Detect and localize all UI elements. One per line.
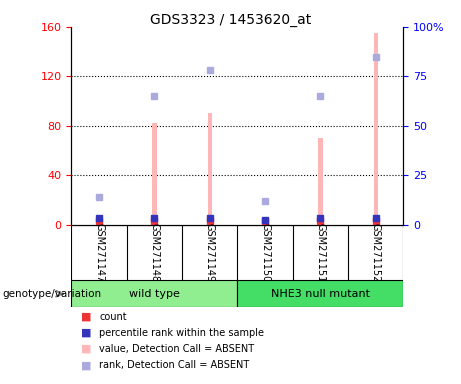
Text: ■: ■ [81, 344, 91, 354]
Bar [373, 33, 378, 225]
Text: GSM271147: GSM271147 [94, 223, 104, 282]
Text: GSM271150: GSM271150 [260, 223, 270, 282]
Text: ■: ■ [81, 312, 91, 322]
Bar [237, 280, 403, 307]
Text: GDS3323 / 1453620_at: GDS3323 / 1453620_at [150, 13, 311, 27]
Bar [71, 280, 237, 307]
Text: rank, Detection Call = ABSENT: rank, Detection Call = ABSENT [99, 360, 249, 370]
Text: GSM271149: GSM271149 [205, 223, 215, 282]
Text: wild type: wild type [129, 289, 180, 299]
Text: ■: ■ [81, 328, 91, 338]
Text: genotype/variation: genotype/variation [2, 289, 101, 299]
Bar [207, 113, 212, 225]
Bar [263, 217, 267, 225]
Text: value, Detection Call = ABSENT: value, Detection Call = ABSENT [99, 344, 254, 354]
Bar [152, 123, 157, 225]
Text: ■: ■ [81, 360, 91, 370]
Text: GSM271152: GSM271152 [371, 223, 381, 282]
Text: count: count [99, 312, 127, 322]
Bar [97, 217, 101, 225]
Text: GSM271151: GSM271151 [315, 223, 325, 282]
Bar [318, 138, 323, 225]
Text: NHE3 null mutant: NHE3 null mutant [271, 289, 370, 299]
Text: percentile rank within the sample: percentile rank within the sample [99, 328, 264, 338]
Text: GSM271148: GSM271148 [149, 223, 160, 282]
